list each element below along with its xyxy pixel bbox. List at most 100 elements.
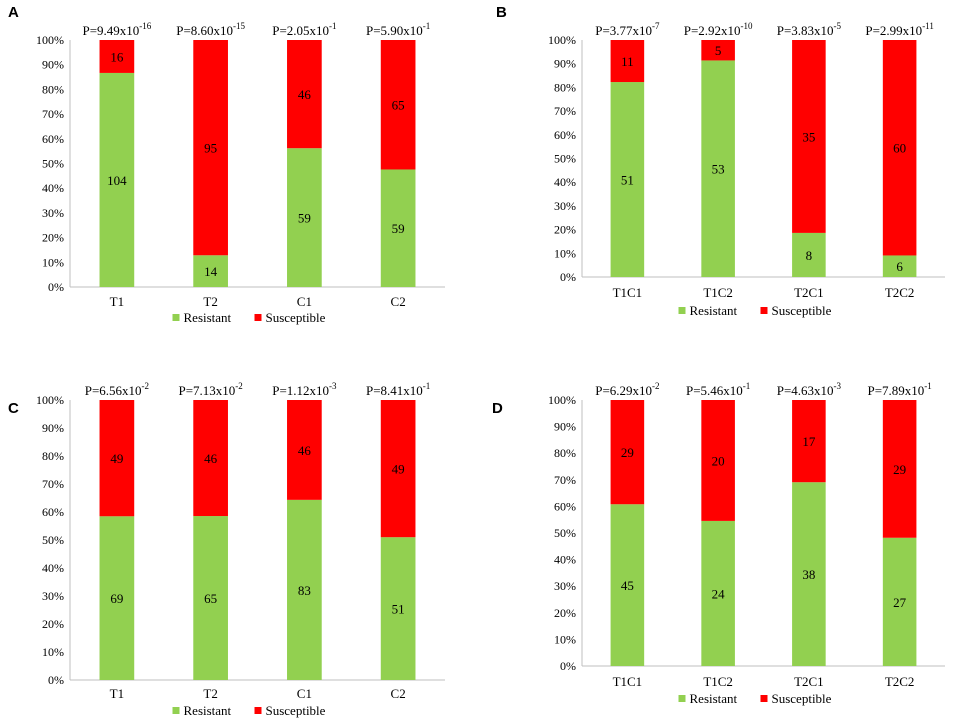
y-tick-label: 30% <box>554 579 576 593</box>
data-label-resistant: 69 <box>110 591 123 606</box>
data-label-resistant: 8 <box>806 248 813 263</box>
p-value-label: P=9.49x10-16 <box>82 21 151 38</box>
p-value-label: P=5.46x10-1 <box>686 381 750 398</box>
y-tick-label: 70% <box>554 104 576 118</box>
bar-susceptible <box>99 400 135 517</box>
data-label-susceptible: 29 <box>893 462 906 477</box>
x-tick-label: T1C2 <box>703 285 733 300</box>
y-tick-label: 20% <box>42 231 64 245</box>
y-tick-label: 100% <box>36 393 64 407</box>
p-value-label: P=8.41x10-1 <box>366 381 430 398</box>
y-tick-label: 20% <box>42 617 64 631</box>
data-label-susceptible: 11 <box>621 54 634 69</box>
bar-susceptible <box>380 40 416 170</box>
legend-label-susceptible: Susceptible <box>772 691 832 706</box>
data-label-susceptible: 5 <box>715 43 722 58</box>
chart-b: B 0% 10% 20% 30% 40% 50% 60% 70% 80% 90% 100% 51 11 T1… <box>496 4 945 318</box>
bar-resistant <box>380 537 416 680</box>
y-tick-label: 90% <box>554 57 576 71</box>
bar-susceptible <box>99 40 135 73</box>
x-tick-label: T2C1 <box>794 285 824 300</box>
x-tick-label: C1 <box>297 294 312 309</box>
y-tick-label: 40% <box>554 175 576 189</box>
bar-susceptible <box>287 40 322 149</box>
bar-susceptible <box>380 400 416 538</box>
y-tick-label: 80% <box>554 446 576 460</box>
data-label-susceptible: 35 <box>802 129 815 144</box>
data-label-resistant: 24 <box>712 586 726 601</box>
data-label-resistant: 59 <box>392 221 405 236</box>
legend: Resistant Susceptible <box>172 703 326 718</box>
bar-susceptible <box>287 400 322 500</box>
x-tick-label: T2 <box>203 294 217 309</box>
legend-swatch-susceptible <box>254 707 262 714</box>
bar-susceptible <box>792 400 826 483</box>
y-tick-label: 0% <box>48 280 64 294</box>
panel-letter: A <box>8 4 19 21</box>
bar-susceptible <box>882 400 917 538</box>
p-value-label: P=7.13x10-2 <box>178 381 242 398</box>
x-tick-label: T1C1 <box>613 285 643 300</box>
bar-resistant <box>882 255 917 277</box>
y-tick-label: 0% <box>560 659 576 673</box>
y-tick-label: 100% <box>36 33 64 47</box>
data-label-susceptible: 65 <box>392 98 405 113</box>
p-value-label: P=5.90x10-1 <box>366 21 430 38</box>
data-label-resistant: 59 <box>298 211 311 226</box>
y-tick-label: 40% <box>42 561 64 575</box>
y-tick-label: 60% <box>554 128 576 142</box>
x-tick-label: C2 <box>391 686 406 701</box>
data-label-resistant: 45 <box>621 578 634 593</box>
p-value-label: P=1.12x10-3 <box>272 381 337 398</box>
y-tick-label: 50% <box>42 533 64 547</box>
legend-label-susceptible: Susceptible <box>266 703 326 718</box>
bar-resistant <box>193 255 228 287</box>
data-label-resistant: 83 <box>298 583 311 598</box>
data-label-susceptible: 49 <box>392 462 405 477</box>
chart-a: A 0% 10% 20% 30% 40% 50% 60% 70% 80% 90% 100% 104 16 T… <box>8 4 445 325</box>
data-label-susceptible: 46 <box>298 87 312 102</box>
x-tick-label: T2C2 <box>885 285 915 300</box>
bar-resistant <box>287 148 322 287</box>
bar-resistant <box>99 516 135 680</box>
y-tick-label: 10% <box>42 255 64 269</box>
x-tick-label: C1 <box>297 686 312 701</box>
bar-susceptible <box>193 400 228 517</box>
legend-swatch-susceptible <box>254 314 262 321</box>
x-tick-label: T1C1 <box>613 674 643 689</box>
y-tick-label: 20% <box>554 223 576 237</box>
y-tick-label: 50% <box>42 157 64 171</box>
panel-letter: B <box>496 4 507 21</box>
y-tick-label: 10% <box>554 632 576 646</box>
chart-d: D 0% 10% 20% 30% 40% 50% 60% 70% 80% 90% 100% 45 29 T1… <box>492 381 945 706</box>
p-value-label: P=3.83x10-5 <box>777 21 842 38</box>
legend-swatch-resistant <box>678 695 686 702</box>
p-value-label: P=6.56x10-2 <box>85 381 149 398</box>
legend-swatch-susceptible <box>760 695 768 702</box>
legend: Resistant Susceptible <box>172 310 326 325</box>
x-tick-label: T2C2 <box>885 674 915 689</box>
bar-susceptible <box>701 40 735 61</box>
bar-susceptible <box>610 40 645 83</box>
data-label-susceptible: 49 <box>110 451 123 466</box>
y-tick-label: 20% <box>554 606 576 620</box>
data-label-resistant: 65 <box>204 591 217 606</box>
data-label-susceptible: 29 <box>621 445 634 460</box>
data-label-susceptible: 17 <box>802 434 816 449</box>
y-tick-label: 0% <box>48 673 64 687</box>
p-value-label: P=3.77x10-7 <box>595 21 660 38</box>
legend-swatch-resistant <box>172 314 180 321</box>
legend-label-susceptible: Susceptible <box>772 303 832 318</box>
data-label-susceptible: 95 <box>204 141 217 156</box>
bar-resistant <box>193 516 228 680</box>
legend: Resistant Susceptible <box>678 691 832 706</box>
panel-b: B 0% 10% 20% 30% 40% 50% 60% 70% 80% 90% 100% 51 11 T1… <box>482 0 964 345</box>
y-tick-label: 10% <box>42 645 64 659</box>
data-label-resistant: 53 <box>712 162 725 177</box>
bar-resistant <box>701 520 735 666</box>
y-tick-label: 60% <box>42 505 64 519</box>
bar-resistant <box>882 537 917 666</box>
y-tick-label: 70% <box>42 477 64 491</box>
x-tick-label: T1C2 <box>703 674 733 689</box>
y-tick-label: 40% <box>554 553 576 567</box>
